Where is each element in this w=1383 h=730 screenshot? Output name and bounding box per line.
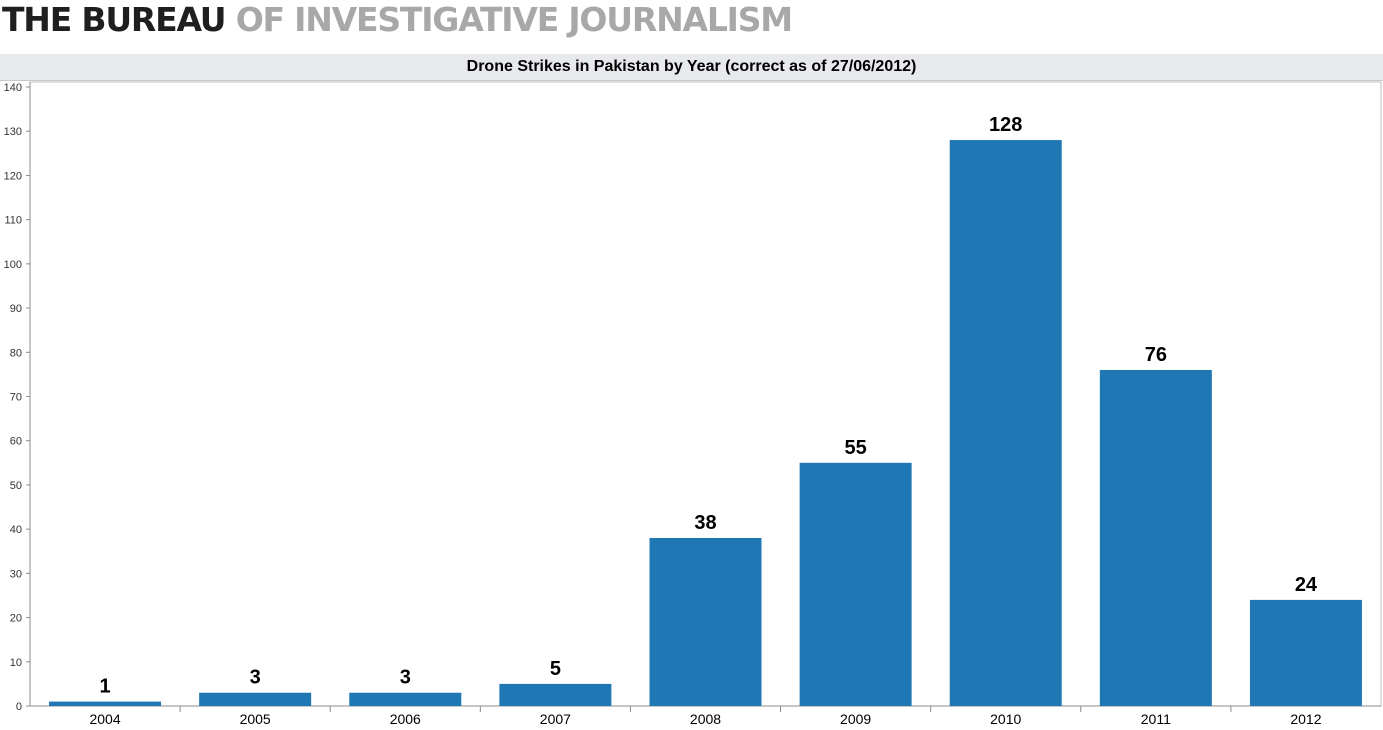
x-tick-label-2011: 2011	[1141, 711, 1171, 727]
y-tick-label: 80	[10, 347, 22, 359]
chart-data-labels: 1 3 3 5 38 55 128 76 24	[99, 114, 1317, 698]
y-tick-label: 100	[4, 259, 22, 271]
data-label-2011: 76	[1145, 344, 1167, 366]
data-label-2008: 38	[694, 512, 716, 534]
data-label-2009: 55	[844, 437, 866, 459]
y-tick-label: 30	[10, 568, 22, 580]
bar-2012	[1249, 599, 1362, 706]
y-tick-label: 40	[10, 524, 22, 536]
x-tick-label-2007: 2007	[540, 711, 571, 727]
bar-2007	[499, 683, 612, 706]
data-label-2007: 5	[550, 658, 561, 680]
data-label-2010: 128	[989, 114, 1022, 136]
bar-2009	[799, 462, 912, 706]
y-tick-label: 10	[10, 657, 22, 669]
brand-name-light: OF INVESTIGATIVE JOURNALISM	[235, 0, 793, 39]
y-tick-label: 70	[10, 392, 22, 404]
chart-bars	[49, 140, 1362, 707]
x-tick-label-2010: 2010	[990, 711, 1021, 727]
y-tick-label: 20	[10, 613, 22, 625]
chart-title: Drone Strikes in Pakistan by Year (corre…	[466, 58, 917, 75]
x-tick-label-2006: 2006	[390, 711, 421, 727]
bar-2006	[349, 692, 462, 706]
x-tick-label-2004: 2004	[89, 711, 120, 727]
brand-logo: THE BUREAU OF INVESTIGATIVE JOURNALISM	[2, 0, 793, 39]
y-tick-label: 0	[16, 701, 22, 713]
bar-2011	[1099, 369, 1212, 706]
data-label-2012: 24	[1295, 574, 1318, 596]
x-tick-label-2005: 2005	[240, 711, 271, 727]
data-label-2006: 3	[400, 667, 411, 689]
y-tick-label: 110	[4, 215, 22, 227]
bar-2008	[649, 537, 762, 706]
x-tick-label-2012: 2012	[1290, 711, 1321, 727]
bar-2004	[49, 701, 162, 706]
chart-title-bar: Drone Strikes in Pakistan by Year (corre…	[0, 54, 1383, 81]
x-tick-label-2008: 2008	[690, 711, 721, 727]
bar-2010	[949, 140, 1062, 707]
brand-name-dark: THE BUREAU	[2, 0, 227, 39]
y-tick-label: 140	[4, 82, 22, 94]
y-tick-label: 90	[10, 303, 22, 315]
data-label-2004: 1	[99, 676, 110, 698]
y-tick-label: 60	[10, 436, 22, 448]
y-tick-label: 120	[4, 170, 22, 182]
y-tick-label: 50	[10, 480, 22, 492]
y-tick-label: 130	[4, 126, 22, 138]
data-label-2005: 3	[250, 667, 261, 689]
bar-2005	[199, 692, 312, 706]
x-tick-label-2009: 2009	[840, 711, 871, 727]
